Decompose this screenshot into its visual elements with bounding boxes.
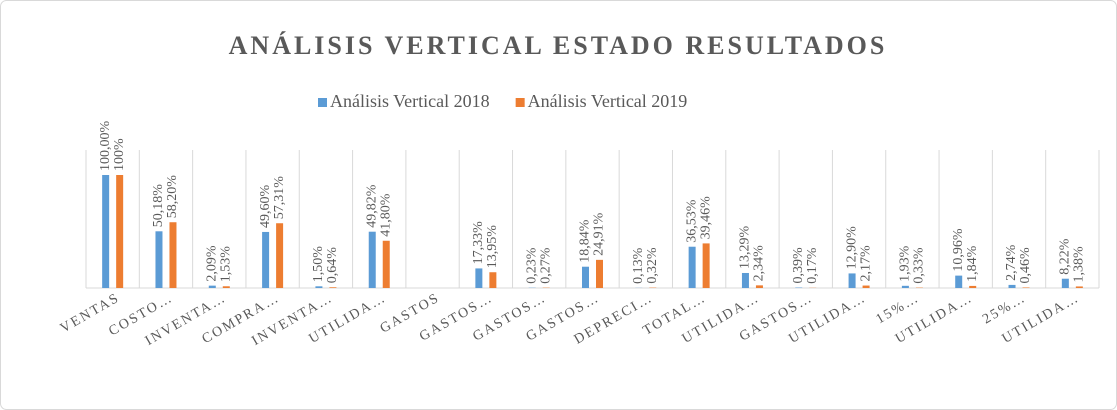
- bar: [688, 246, 696, 288]
- data-label: 1,93%: [898, 245, 913, 282]
- data-label: 2,74%: [1004, 244, 1019, 281]
- data-label: 41,80%: [378, 193, 393, 237]
- bar: [955, 275, 963, 288]
- data-label: 1,50%: [311, 246, 326, 283]
- legend-label: Análisis Vertical 2019: [528, 91, 688, 111]
- data-label: 57,31%: [272, 176, 287, 220]
- data-label: 1,53%: [219, 246, 234, 283]
- data-label: 8,22%: [1058, 238, 1073, 275]
- data-label: 0,46%: [1018, 247, 1033, 284]
- data-label: 0,13%: [631, 247, 646, 284]
- bar: [1022, 287, 1030, 288]
- bar: [276, 223, 284, 288]
- bar: [475, 268, 483, 288]
- data-label: 39,46%: [698, 196, 713, 240]
- data-label: 10,96%: [951, 228, 966, 272]
- chart-title: ANÁLISIS VERTICAL ESTADO RESULTADOS: [229, 31, 888, 60]
- data-label: 13,29%: [738, 225, 753, 269]
- bar: [329, 287, 337, 288]
- bar: [1075, 286, 1083, 288]
- bar: [702, 243, 710, 288]
- data-label: 0,64%: [325, 247, 340, 284]
- data-label: 1,38%: [1072, 246, 1087, 283]
- data-label: 13,95%: [485, 225, 500, 269]
- bar: [862, 285, 870, 288]
- data-label: 17,33%: [471, 221, 486, 265]
- bar: [489, 272, 497, 288]
- bar: [208, 285, 216, 288]
- data-label: 58,20%: [165, 175, 180, 219]
- bar: [596, 259, 603, 288]
- data-label: 49,60%: [258, 184, 273, 228]
- data-label: 100,00%: [98, 121, 113, 172]
- data-label: 0,33%: [912, 247, 927, 284]
- legend-label: Análisis Vertical 2018: [330, 91, 490, 111]
- bar: [315, 286, 323, 288]
- bar: [755, 285, 763, 288]
- bar: [1061, 278, 1069, 288]
- data-label: 50,18%: [151, 184, 166, 228]
- data-label: 100%: [112, 138, 127, 171]
- bar: [222, 286, 230, 288]
- data-label: 0,23%: [524, 247, 539, 284]
- bar: [262, 231, 270, 288]
- legend-swatch: [318, 98, 327, 107]
- data-label: 2,09%: [205, 245, 220, 282]
- bar: [582, 266, 589, 288]
- data-label: 2,17%: [858, 245, 873, 282]
- legend-swatch: [515, 98, 525, 107]
- data-label: 36,53%: [684, 199, 699, 243]
- data-label: 2,34%: [752, 245, 767, 282]
- bar: [969, 285, 977, 288]
- data-label: 12,90%: [844, 226, 859, 270]
- data-label: 24,91%: [592, 212, 607, 256]
- data-label: 0,32%: [645, 247, 660, 284]
- data-label: 0,27%: [538, 247, 553, 284]
- bar: [116, 175, 124, 288]
- bar: [368, 231, 376, 288]
- bar: [155, 231, 163, 288]
- data-label: 0,17%: [805, 247, 820, 284]
- bar: [848, 273, 856, 288]
- bar: [741, 272, 749, 288]
- data-label: 1,84%: [965, 245, 980, 282]
- bar: [382, 240, 390, 288]
- bar: [102, 175, 110, 288]
- bar: [169, 222, 177, 288]
- data-label: 49,82%: [364, 184, 379, 228]
- bar: [901, 285, 909, 288]
- bar: [1008, 284, 1016, 288]
- data-label: 18,84%: [578, 219, 593, 263]
- data-label: 0,39%: [791, 247, 806, 284]
